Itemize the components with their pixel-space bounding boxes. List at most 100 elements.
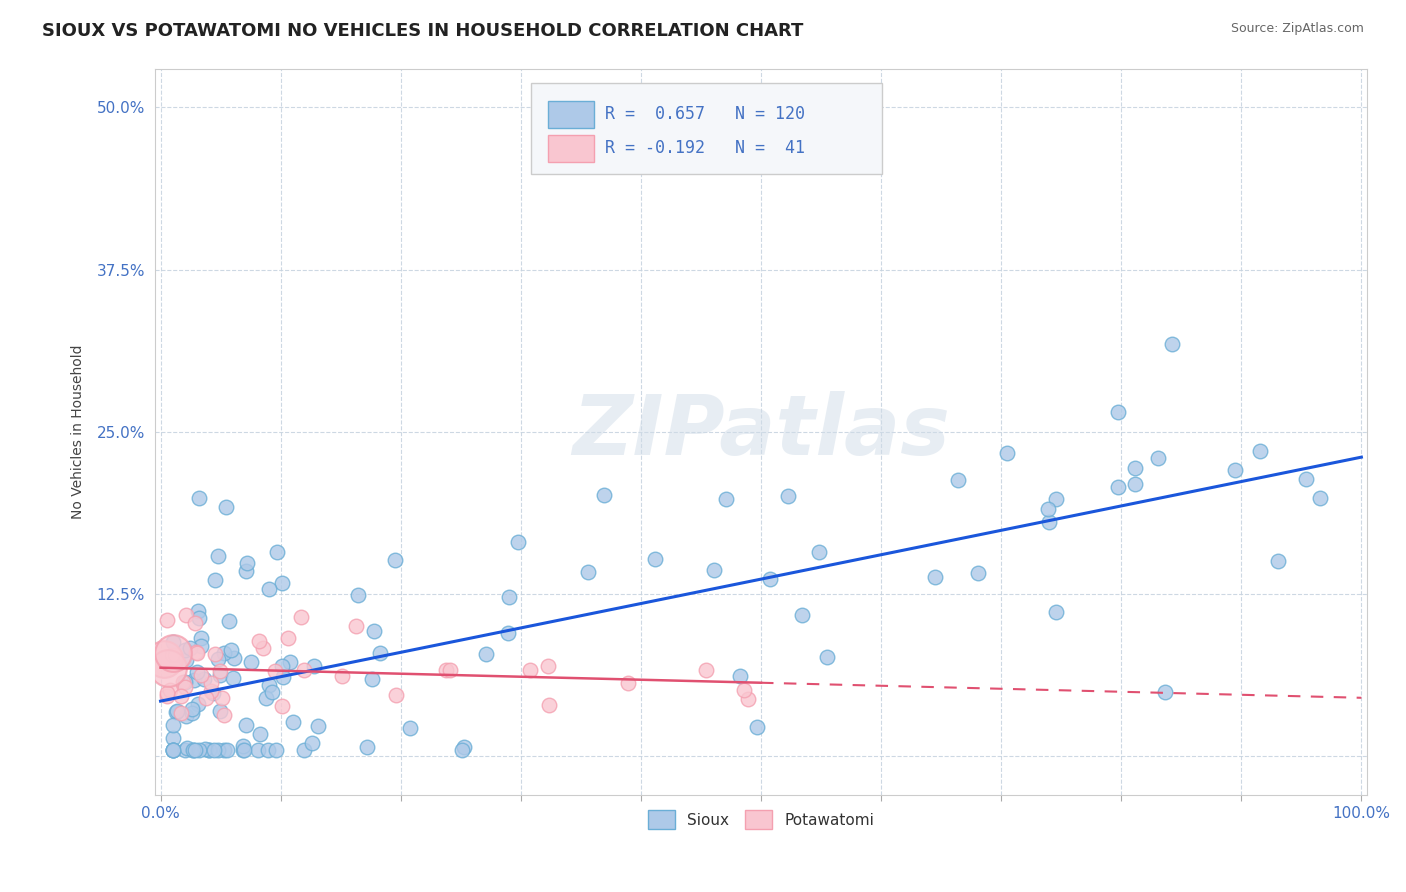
Point (1267, 554, 1289, 568)
Point (508, 535, 530, 549)
Point (271, 575, 294, 590)
Point (173, 680, 195, 694)
Point (257, 677, 280, 691)
Point (176, 741, 198, 756)
Point (271, 658, 294, 673)
Point (181, 743, 204, 757)
Point (815, 649, 838, 664)
Point (1045, 605, 1067, 619)
Text: SIOUX VS POTAWATOMI NO VEHICLES IN HOUSEHOLD CORRELATION CHART: SIOUX VS POTAWATOMI NO VEHICLES IN HOUSE… (42, 22, 804, 40)
FancyBboxPatch shape (547, 101, 593, 128)
Point (166, 704, 188, 718)
Point (434, 663, 457, 677)
Point (1107, 480, 1129, 494)
Point (368, 646, 391, 660)
Point (1309, 491, 1331, 506)
Point (399, 721, 422, 735)
Point (790, 607, 813, 622)
Point (197, 743, 219, 757)
Point (1123, 460, 1146, 475)
Point (211, 691, 233, 706)
Point (156, 661, 179, 675)
Point (162, 743, 184, 757)
Point (384, 553, 406, 567)
Point (197, 743, 219, 757)
Point (475, 647, 498, 661)
Point (183, 673, 205, 687)
Point (1153, 685, 1175, 699)
Point (270, 698, 292, 713)
Point (153, 652, 176, 666)
Point (155, 614, 177, 628)
Point (188, 743, 211, 757)
Point (283, 714, 305, 729)
Point (1123, 477, 1146, 491)
Point (593, 488, 616, 502)
Point (174, 607, 197, 622)
Point (924, 570, 946, 584)
Point (1038, 515, 1060, 529)
Point (162, 648, 184, 662)
Point (187, 698, 209, 712)
Point (172, 675, 194, 690)
Point (808, 544, 831, 558)
Point (246, 743, 269, 757)
Point (344, 619, 367, 633)
Point (174, 652, 197, 666)
Point (155, 686, 177, 700)
Point (232, 743, 254, 757)
Point (159, 683, 181, 698)
Point (716, 492, 738, 507)
Point (745, 720, 768, 734)
Point (1038, 502, 1060, 516)
Point (703, 562, 725, 576)
Point (232, 739, 254, 753)
FancyBboxPatch shape (547, 135, 593, 162)
Point (218, 615, 240, 629)
Point (302, 658, 325, 673)
Point (617, 676, 640, 690)
Point (1295, 472, 1317, 486)
Point (439, 663, 461, 677)
Point (163, 648, 186, 663)
Point (201, 686, 224, 700)
Point (219, 642, 242, 657)
Point (292, 743, 315, 757)
Point (498, 590, 520, 604)
Point (695, 663, 717, 677)
Point (190, 631, 212, 645)
Point (1225, 463, 1247, 477)
Point (162, 731, 184, 746)
Point (239, 655, 262, 669)
Point (179, 640, 201, 655)
Point (174, 708, 197, 723)
Point (235, 718, 257, 732)
Point (363, 624, 385, 639)
Point (224, 651, 246, 665)
Point (212, 646, 235, 660)
Point (737, 692, 759, 706)
Point (204, 647, 226, 661)
Point (207, 652, 229, 666)
Point (519, 664, 541, 678)
Point (207, 549, 229, 563)
Point (184, 742, 207, 756)
Point (1045, 492, 1067, 507)
Point (187, 611, 209, 625)
Point (235, 556, 257, 570)
Text: ZIPatlas: ZIPatlas (572, 392, 950, 473)
Point (1160, 336, 1182, 351)
Point (257, 743, 280, 757)
Point (301, 736, 323, 750)
Point (212, 708, 235, 723)
Text: R =  0.657   N = 120: R = 0.657 N = 120 (605, 105, 804, 123)
Text: R = -0.192   N =  41: R = -0.192 N = 41 (605, 139, 804, 158)
Point (200, 684, 222, 698)
Point (202, 743, 225, 757)
Point (256, 691, 278, 706)
Point (181, 743, 204, 757)
Point (186, 665, 208, 680)
Point (278, 655, 301, 669)
Point (948, 473, 970, 487)
Point (290, 610, 312, 624)
